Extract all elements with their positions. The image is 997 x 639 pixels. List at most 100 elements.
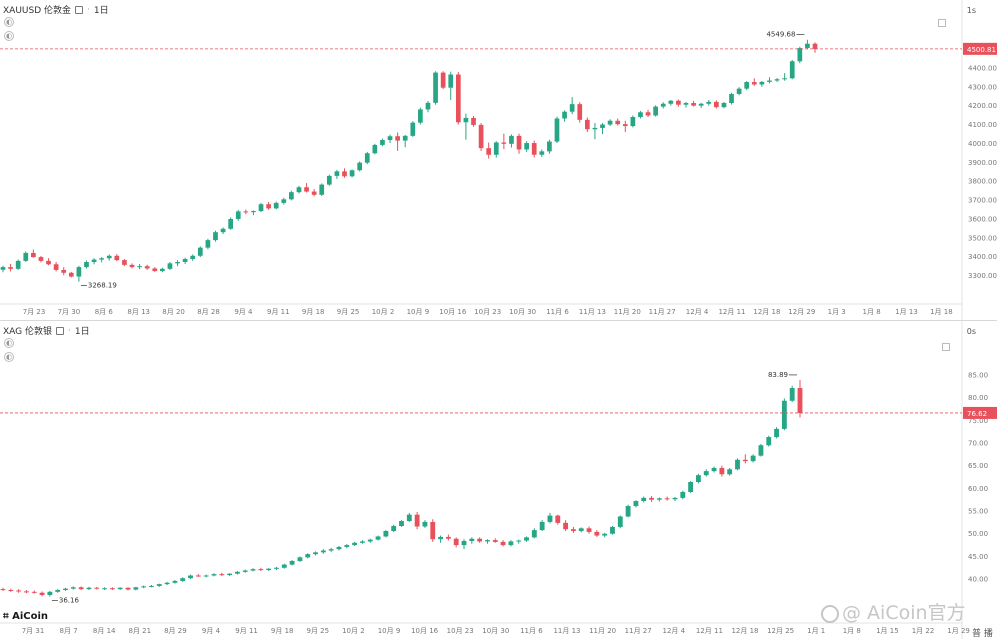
candle-body [414, 514, 420, 527]
candle-body [516, 540, 522, 542]
candle [805, 39, 810, 50]
candle-body [711, 467, 717, 472]
candle [70, 586, 76, 590]
candle-body [144, 266, 150, 269]
candle [243, 209, 249, 215]
xauusd-chart-panel[interactable]: XAUUSD 伦敦金 · 1日 1s ◐ ◐ 4500.004400.00430… [0, 0, 997, 320]
panel-divider[interactable] [0, 320, 997, 321]
candle [563, 520, 569, 532]
candle [160, 267, 165, 273]
candle-body [78, 587, 84, 590]
price-tick-label: 55.00 [968, 508, 988, 516]
price-tick-label: 40.00 [968, 576, 988, 584]
candle [751, 78, 757, 86]
price-chart-silver[interactable]: 85.00 80.00 75.00 70.00 65.00 60.00 55.00 50.00… [0, 321, 997, 639]
candle [109, 587, 115, 591]
time-tick-label: 11月 20 [614, 308, 641, 316]
candle [744, 81, 750, 91]
candle-body [68, 272, 74, 277]
candle [304, 183, 309, 193]
candle [570, 526, 576, 533]
candle [391, 524, 397, 532]
candle-body [125, 587, 131, 590]
candle [406, 512, 412, 522]
expand-icon[interactable] [942, 343, 950, 351]
candle-body [289, 560, 295, 565]
candle [99, 257, 105, 263]
candle-body [175, 262, 180, 264]
candle-body [84, 262, 89, 268]
edit-icon[interactable] [56, 326, 64, 335]
candle-body [38, 257, 44, 261]
price-tick-label: 4100.00 [968, 121, 997, 129]
candle-body [594, 531, 600, 536]
indicator-toggle-icon[interactable]: ◐ [4, 352, 14, 362]
candle [418, 107, 423, 125]
candle-body [334, 171, 340, 176]
indicator-toggle-icon[interactable]: ◐ [4, 17, 14, 27]
candle-body [630, 116, 636, 127]
candle-body [117, 587, 123, 590]
candle [141, 585, 147, 589]
candle [703, 469, 709, 477]
time-tick-label: 1月 8 [843, 627, 861, 635]
timeframe-badge[interactable]: 0s [966, 327, 976, 336]
candle-body [15, 260, 21, 269]
interval-label[interactable]: 1日 [93, 6, 109, 16]
candle [68, 271, 74, 278]
candle-body [195, 575, 201, 577]
candle-body [352, 542, 358, 546]
candle [8, 588, 14, 592]
indicator-toggle-icon[interactable]: ◐ [4, 338, 14, 348]
price-tick-label: 4200.00 [968, 102, 997, 110]
candle-body [289, 192, 294, 200]
candle-body [399, 521, 404, 527]
candle [577, 102, 583, 123]
candle-body [524, 537, 529, 541]
playback-button[interactable]: 播 [983, 629, 993, 639]
symbol-label[interactable]: XAUUSD 伦敦金 [3, 6, 72, 16]
time-tick-label: 8月 20 [162, 308, 185, 316]
candle [281, 197, 287, 205]
candle [129, 263, 135, 269]
symbol-label[interactable]: XAG 伦敦银 [3, 327, 52, 337]
edit-icon[interactable] [75, 5, 84, 14]
candle [727, 467, 733, 476]
candle [742, 454, 748, 464]
expand-icon[interactable] [938, 19, 946, 27]
candle [313, 551, 318, 556]
candle-body [430, 521, 436, 540]
timeframe-badge[interactable]: 1s [966, 6, 976, 15]
candle [0, 265, 6, 273]
candle-body [410, 122, 416, 136]
candle-body [463, 117, 469, 123]
candle-body [91, 259, 97, 263]
candle [469, 537, 475, 544]
time-tick-label: 1月 3 [828, 308, 846, 316]
candle [615, 118, 621, 126]
candle [414, 511, 420, 530]
candle-body [486, 148, 492, 155]
candle [508, 540, 514, 547]
candle [509, 134, 514, 148]
candle-body [395, 136, 400, 141]
normal-button[interactable]: 普 [972, 629, 982, 639]
indicator-toggle-icon[interactable]: ◐ [4, 31, 14, 41]
time-tick-label: 11月 6 [546, 308, 569, 316]
candle [367, 538, 373, 543]
xag-chart-panel[interactable]: XAG 伦敦银 · 1日 0s ◐ ◐ 85.00 80.00 75.00 70.00… [0, 321, 997, 639]
candle-body [418, 109, 423, 123]
candle [305, 553, 311, 559]
candle [438, 535, 443, 543]
price-tick-label: 65.00 [968, 462, 988, 470]
candle-body [0, 267, 6, 270]
candle-body [592, 127, 598, 130]
candle [235, 209, 241, 221]
candle-body [205, 240, 211, 248]
interval-label[interactable]: 1日 [74, 327, 90, 337]
candle [86, 586, 92, 591]
candle-body [664, 498, 670, 500]
candle-body [328, 549, 334, 551]
price-chart-gold[interactable]: 4500.004400.004300.004200.004100.004000.… [0, 0, 997, 320]
candle-body [727, 469, 733, 475]
